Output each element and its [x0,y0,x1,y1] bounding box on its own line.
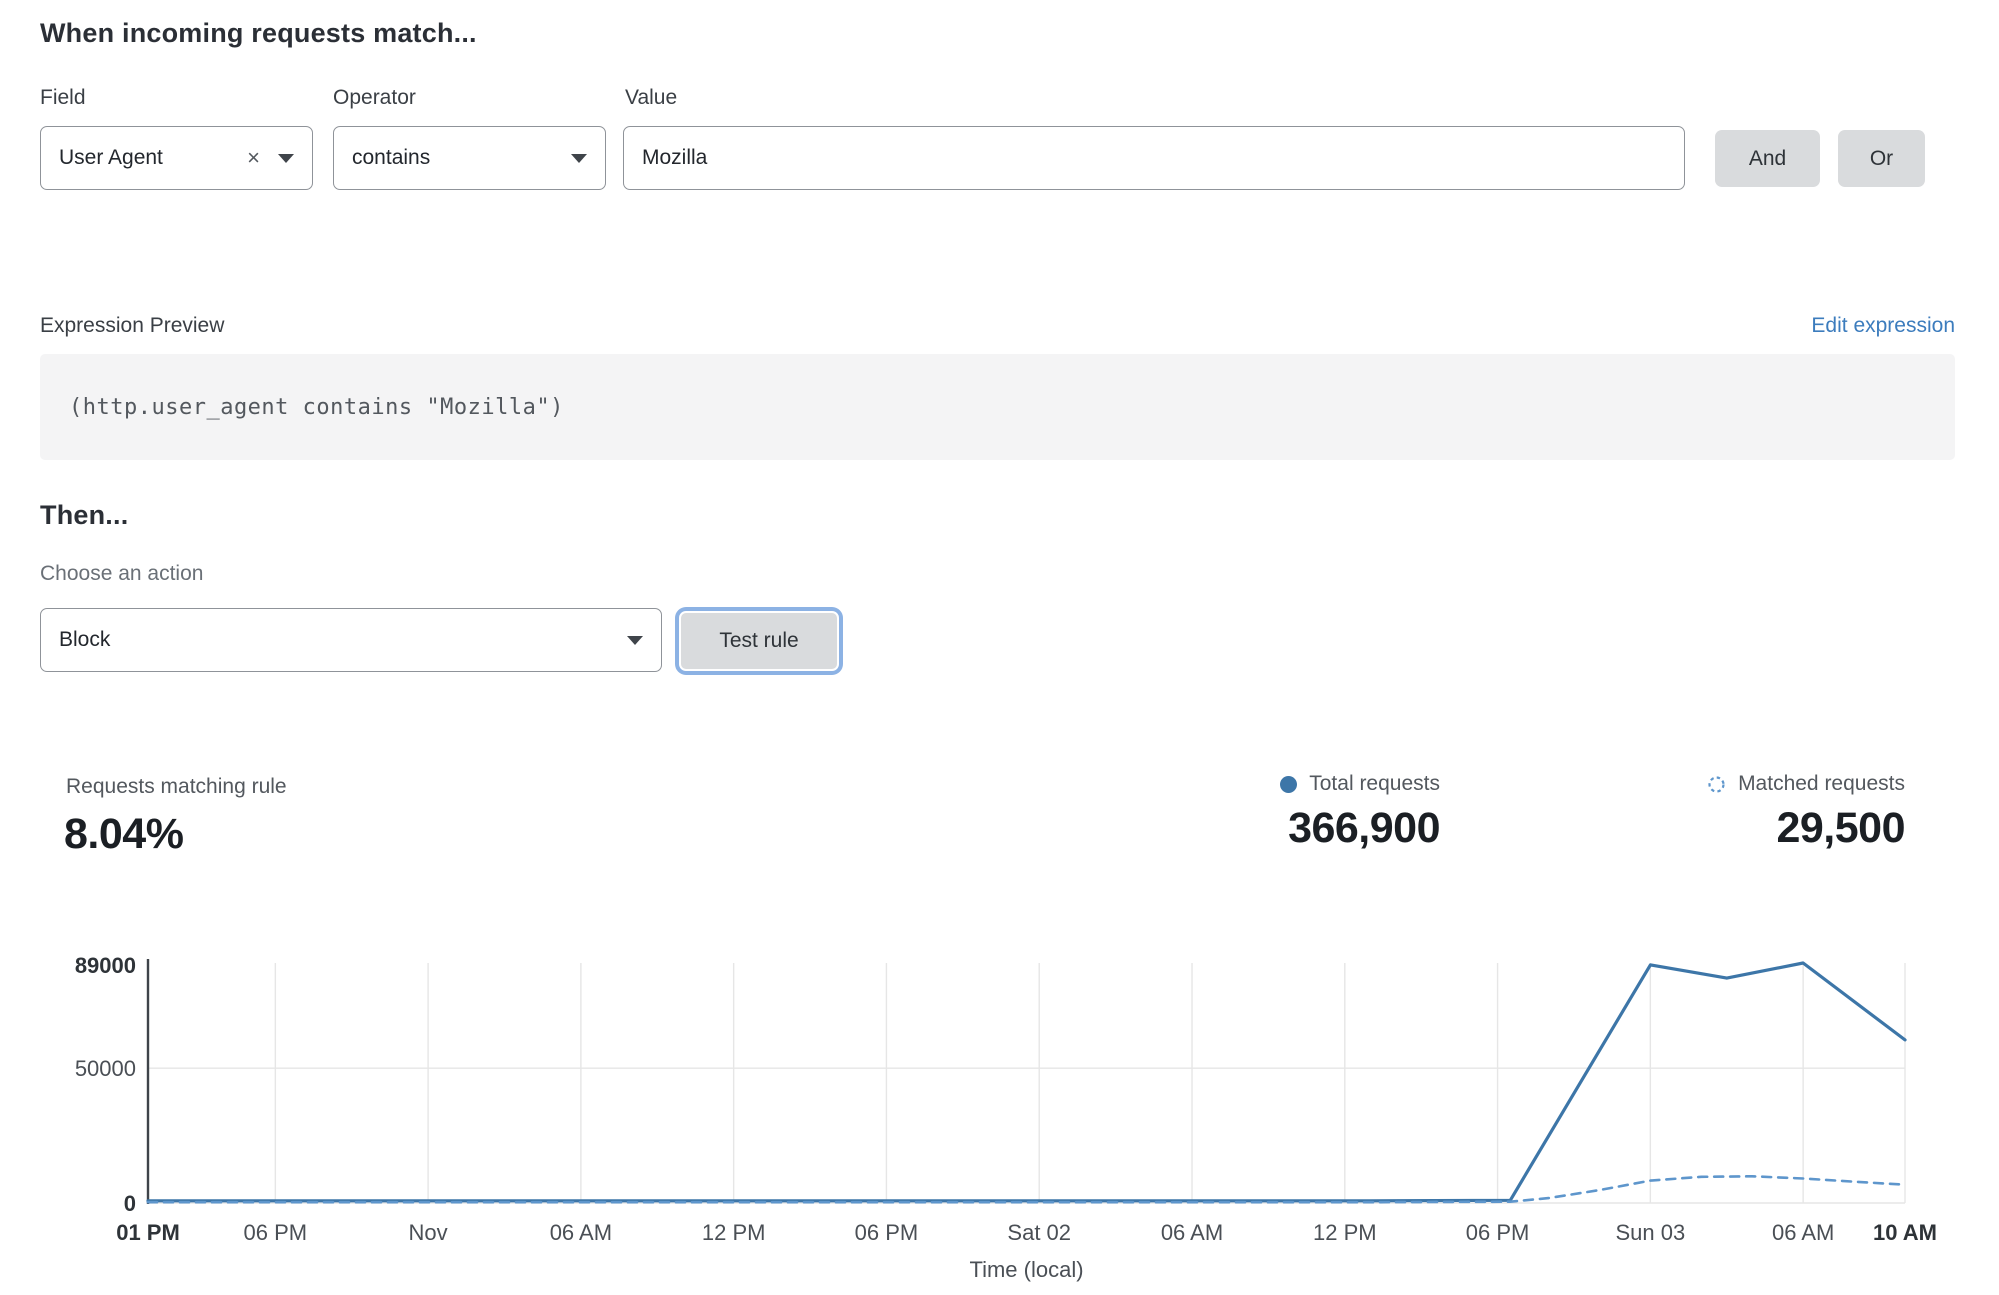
operator-select[interactable]: contains [333,126,606,190]
x-tick-label: 06 AM [1772,1220,1834,1245]
requests-matching-value: 8.04% [64,810,184,858]
matched-requests-legend-icon [1708,775,1725,793]
chevron-down-icon [278,153,294,163]
action-select-value: Block [59,628,111,651]
then-title: Then... [40,500,129,530]
x-tick-label: Nov [409,1220,448,1245]
choose-action-label: Choose an action [40,562,204,585]
value-input[interactable]: Mozilla [623,126,1685,190]
and-button[interactable]: And [1715,130,1820,187]
total-requests-label: Total requests [1309,772,1440,795]
x-tick-label: Sun 03 [1615,1220,1685,1245]
action-select[interactable]: Block [40,608,662,672]
field-label: Field [40,86,86,109]
series-solid-line [146,961,1907,1203]
matched-requests-value: 29,500 [1776,804,1905,852]
x-tick-label: 12 PM [702,1220,766,1245]
x-tick-label: 06 AM [550,1220,612,1245]
x-tick-label: 10 AM [1873,1220,1937,1245]
edit-expression-link[interactable]: Edit expression [1811,314,1955,337]
value-input-text: Mozilla [642,146,708,169]
y-tick-label: 0 [124,1191,136,1216]
expression-code: (http.user_agent contains "Mozilla") [69,394,564,420]
expression-preview-label: Expression Preview [40,314,225,337]
or-button[interactable]: Or [1838,130,1925,187]
matched-requests-label: Matched requests [1738,772,1905,795]
total-requests-value: 366,900 [1288,804,1440,852]
operator-label: Operator [333,86,416,109]
chevron-down-icon [627,635,643,645]
value-label: Value [625,86,678,109]
x-tick-label: 12 PM [1313,1220,1377,1245]
y-tick-label: 50000 [75,1056,136,1081]
x-tick-label: 06 PM [855,1220,919,1245]
x-tick-label: 06 PM [244,1220,308,1245]
total-requests-legend-icon [1280,775,1298,793]
operator-select-value: contains [352,146,431,169]
x-axis-title: Time (local) [969,1257,1083,1282]
x-tick-label: 06 AM [1161,1220,1223,1245]
x-tick-label: 01 PM [116,1220,180,1245]
field-select[interactable]: User Agent × [40,126,313,190]
field-select-value: User Agent [59,146,163,169]
page-title: When incoming requests match... [40,18,477,48]
y-tick-label: 89000 [75,953,136,978]
matched-requests-stat: Matched requests 29,500 [1605,772,1906,853]
requests-matching-label: Requests matching rule [66,775,287,798]
total-requests-stat: Total requests 366,900 [1140,772,1441,853]
chevron-down-icon [571,153,587,163]
test-rule-button[interactable]: Test rule [679,611,839,671]
expression-code-block: (http.user_agent contains "Mozilla") [40,354,1955,460]
clear-icon[interactable]: × [247,145,260,170]
x-tick-label: 06 PM [1466,1220,1530,1245]
x-tick-label: Sat 02 [1007,1220,1071,1245]
series-dashed-line [146,1175,1907,1204]
